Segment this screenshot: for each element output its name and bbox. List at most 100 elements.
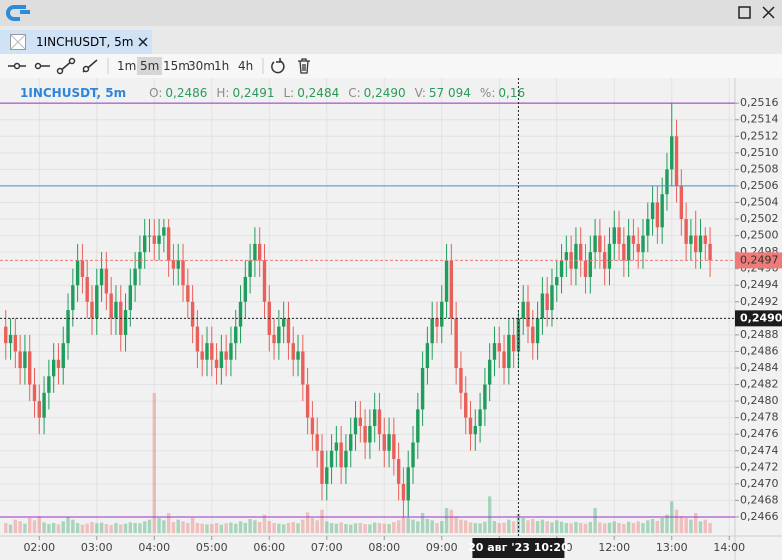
candle-body [272, 334, 276, 344]
timeframe-button[interactable]: 30m [188, 59, 215, 73]
candle-body [440, 301, 444, 327]
candle-body [708, 243, 712, 261]
legend-value: 0,16 [498, 86, 526, 100]
crosshair-y-box [735, 310, 782, 327]
volume-bar [190, 518, 195, 533]
volume-bar [4, 523, 8, 533]
legend-key: C: [348, 86, 361, 100]
candle-body [526, 301, 530, 327]
volume-bar [440, 521, 444, 533]
timeframe-button[interactable]: 5m [137, 57, 163, 75]
volume-bar [660, 518, 664, 533]
y-tick-label: 0,2474 [740, 444, 779, 457]
volume-bar [109, 525, 113, 533]
volume-bar [28, 518, 32, 533]
volume-bar [435, 523, 439, 533]
volume-bar [32, 520, 37, 533]
tab[interactable]: 1INCHUSDT, 5m [0, 30, 152, 54]
volume-bar [492, 521, 497, 533]
volume-bar [531, 519, 535, 533]
candle-body [459, 368, 463, 393]
volume-bar [37, 516, 41, 533]
y-tick-label: 0,2504 [740, 195, 779, 208]
volume-bar [253, 520, 257, 533]
candle-body [492, 343, 497, 360]
legend-key: H: [216, 86, 230, 100]
timeframe-button[interactable]: 15m [163, 59, 190, 73]
volume-bar [377, 523, 382, 533]
volume-bar [99, 522, 104, 533]
y-tick-label: 0,2482 [740, 378, 779, 391]
timeframe-button[interactable]: 1m [117, 59, 137, 73]
maximize-button[interactable] [738, 6, 751, 19]
volume-bar [583, 523, 588, 533]
volume-bar [689, 519, 693, 533]
candle-body [205, 343, 209, 360]
tab-close[interactable] [138, 37, 148, 47]
title-icons [6, 5, 775, 21]
ray-tool[interactable] [34, 62, 51, 70]
candle-body [18, 351, 22, 368]
candle-body [157, 235, 161, 244]
logo [6, 5, 30, 21]
timeframe-button[interactable]: 4h [238, 59, 254, 73]
candle-body [641, 235, 645, 253]
volume-bar [425, 519, 430, 533]
candle-body [607, 243, 612, 269]
timeframe-button[interactable]: 1h [214, 59, 230, 73]
legend-key: %: [479, 86, 496, 100]
volume-bar [622, 524, 626, 533]
legend-key: V: [414, 86, 426, 100]
candle-body [531, 326, 535, 344]
candle-body [210, 343, 214, 360]
volume-bar [329, 523, 334, 533]
volume-bar [449, 509, 454, 533]
candle-body [392, 434, 396, 460]
candle-body [349, 434, 353, 451]
volume-bar [219, 524, 224, 533]
delete-button[interactable] [298, 58, 310, 74]
volume-bar [272, 523, 276, 533]
segment-tool[interactable] [82, 59, 98, 73]
volume-bar [114, 523, 118, 533]
candle-body [190, 301, 195, 327]
volume-bar [80, 524, 85, 533]
candle-body [123, 310, 128, 335]
volume-bar [325, 521, 329, 533]
candle-body [368, 425, 372, 443]
title-bar [0, 0, 782, 26]
line-tool[interactable] [8, 62, 26, 70]
volume-bar [535, 521, 540, 533]
candle-body [296, 351, 300, 360]
candle-body [449, 260, 454, 319]
candle-body [128, 285, 133, 311]
toolbar: 1m 5m 15m 30m 1h 4h [0, 54, 782, 79]
candle-body [674, 136, 679, 186]
volume-bar [301, 519, 305, 533]
close-window-button[interactable] [762, 6, 775, 19]
candle-body [507, 334, 511, 368]
volume-bar [487, 496, 492, 533]
candle-body [502, 351, 506, 368]
refresh-button[interactable] [271, 58, 285, 74]
x-tick-label: 04:00 [138, 541, 170, 554]
candle-body [162, 227, 166, 236]
volume-bar [248, 519, 252, 533]
candle-body [114, 301, 118, 319]
volume-bar [464, 520, 468, 533]
candle-body [363, 425, 367, 443]
candle-body [171, 260, 176, 269]
volume-bar [406, 518, 410, 533]
candle-body [694, 235, 698, 253]
candle-body [406, 467, 410, 501]
x-tick-label: 07:00 [311, 541, 343, 554]
volume-bar [521, 518, 525, 533]
candle-body [305, 384, 310, 418]
legend-key: O: [149, 86, 163, 100]
candle-body [133, 268, 137, 286]
crosshair-x-box [472, 538, 565, 558]
y-tick-label: 0,2512 [740, 129, 779, 142]
volume-bar [267, 521, 271, 533]
trend-tool[interactable] [56, 57, 76, 75]
volume-bar [305, 512, 310, 533]
